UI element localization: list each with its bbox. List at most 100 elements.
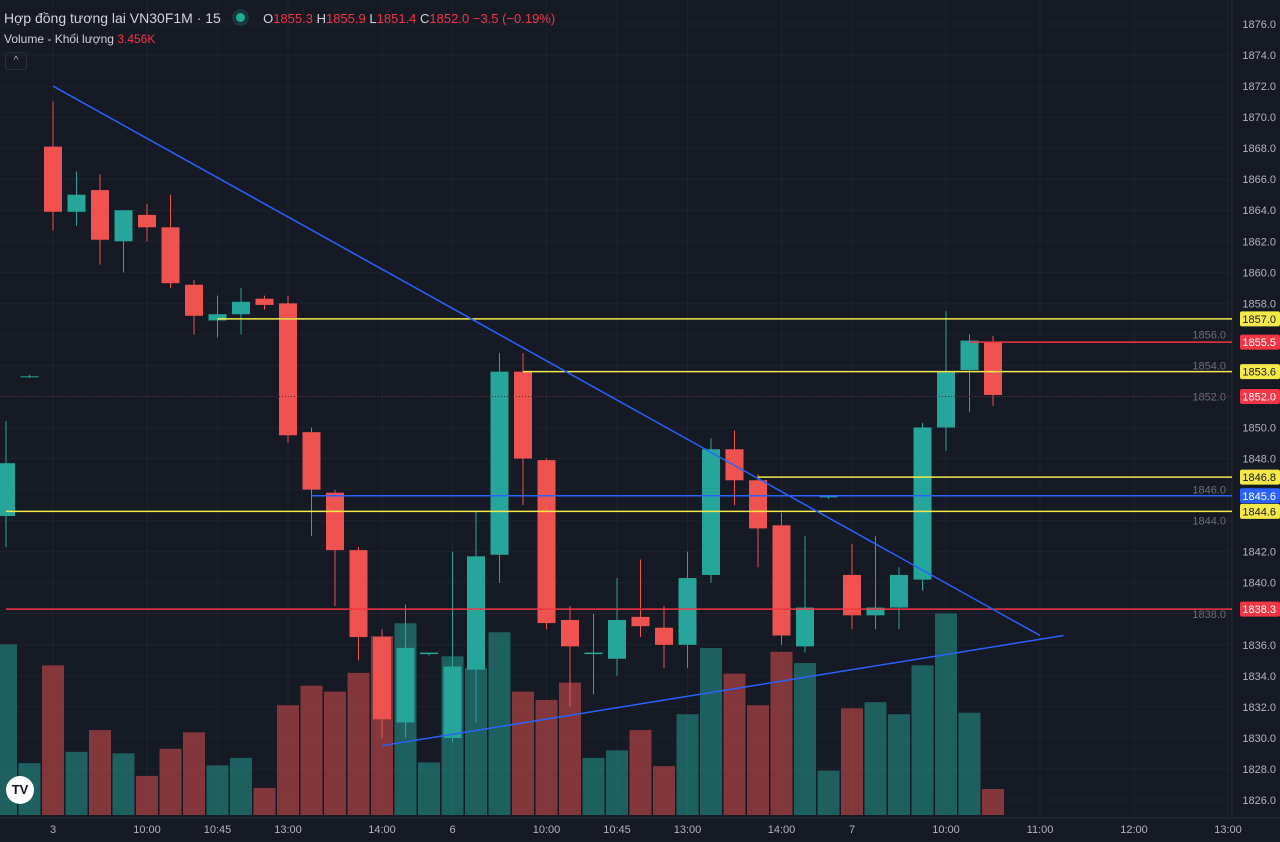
volume-bar	[512, 691, 534, 815]
candle	[91, 174, 109, 265]
candle	[467, 511, 485, 723]
price-tick-label: 1852.0	[1192, 391, 1226, 403]
time-tick-label: 14:00	[368, 824, 396, 836]
candle-body	[631, 616, 650, 627]
time-tick-label: 11:00	[1027, 824, 1054, 836]
candle	[138, 204, 156, 242]
candle	[890, 567, 908, 630]
candle-body	[0, 463, 15, 516]
candle	[490, 353, 509, 583]
candle	[843, 543, 861, 630]
candle	[302, 427, 321, 537]
candle	[161, 194, 180, 288]
volume-bar	[629, 730, 652, 815]
candle	[67, 171, 86, 226]
candle-body	[114, 210, 133, 242]
candle	[185, 280, 203, 335]
low-label: L	[369, 11, 377, 26]
price-tag	[1240, 311, 1280, 327]
candle-body	[843, 574, 861, 616]
price-tag-label: 1844.6	[1242, 506, 1276, 518]
volume-bar	[300, 685, 323, 815]
candle-body	[796, 607, 814, 647]
candle-body	[772, 525, 791, 636]
candle	[725, 430, 744, 506]
candle	[443, 551, 462, 743]
volume-bar	[230, 757, 252, 815]
candle-body	[138, 214, 156, 228]
candle-body	[232, 301, 250, 315]
candle-body	[208, 314, 227, 321]
volume-bar	[159, 748, 182, 815]
candle-body	[537, 460, 556, 624]
volume-bar	[206, 765, 229, 815]
candle	[44, 101, 62, 231]
price-tick-label: 1870.0	[1242, 112, 1276, 124]
candle	[937, 311, 955, 451]
volume-bar	[606, 750, 628, 815]
candle	[373, 629, 391, 738]
symbol-title[interactable]: Hợp đồng tương lai VN30F1M · 15	[4, 10, 221, 26]
price-tick-label: 1848.0	[1242, 454, 1276, 466]
candle-body	[702, 449, 720, 575]
volume-label[interactable]: Volume - Khối lượng	[4, 32, 114, 46]
candle-body	[937, 371, 955, 428]
candle-body	[608, 619, 626, 659]
volume-value: 3.456K	[117, 32, 156, 46]
time-tick-label: 7	[849, 824, 855, 836]
candle-body	[373, 637, 391, 720]
price-tick-label: 1854.0	[1192, 360, 1226, 372]
volume-bar	[982, 789, 1004, 815]
price-tick-label: 1830.0	[1242, 733, 1276, 745]
candle	[349, 547, 368, 661]
price-tag-label: 1853.6	[1242, 367, 1276, 379]
high-label: H	[316, 11, 326, 26]
price-tag	[1240, 488, 1280, 504]
time-tick-label: 12:00	[1120, 824, 1148, 836]
chevron-up-icon[interactable]: ^	[5, 52, 27, 70]
close-label: C	[420, 11, 430, 26]
price-tag-label: 1846.8	[1242, 472, 1276, 484]
candle-body	[561, 619, 579, 647]
price-tag-label: 1852.0	[1242, 391, 1276, 403]
price-tick-label: 1844.0	[1192, 516, 1226, 528]
volume-bar	[183, 732, 205, 815]
price-tick-label: 1828.0	[1242, 764, 1276, 776]
candle-body	[279, 303, 297, 436]
trendline	[52, 85, 1041, 637]
candle	[561, 606, 579, 707]
volume-bar	[700, 648, 722, 815]
price-tick-label: 1858.0	[1242, 298, 1276, 310]
time-tick-label: 13:00	[1214, 824, 1242, 836]
candle	[114, 210, 133, 273]
time-tick-label: 10:45	[603, 824, 631, 836]
volume-bar	[277, 705, 299, 815]
candle-body	[420, 652, 438, 655]
price-tick-label: 1840.0	[1242, 578, 1276, 590]
candle	[608, 578, 626, 676]
price-axis	[1232, 0, 1280, 842]
volume-bar	[817, 770, 840, 815]
candle	[749, 474, 767, 568]
volume-bar	[770, 651, 793, 815]
market-status-icon	[236, 13, 246, 22]
volume-bar	[112, 753, 135, 815]
time-tick-label: 10:45	[204, 824, 232, 836]
candle	[326, 489, 344, 606]
candle-body	[678, 578, 697, 645]
volume-bar	[0, 644, 17, 815]
price-tick-label: 1876.0	[1242, 19, 1276, 31]
price-tick-label: 1864.0	[1242, 205, 1276, 217]
volume-bar	[958, 712, 981, 815]
candle-body	[467, 556, 485, 670]
volume-bar	[65, 751, 88, 815]
price-tick-label: 1836.0	[1242, 640, 1276, 652]
candle-body	[819, 495, 838, 498]
candle	[960, 334, 979, 412]
time-tick-label: 3	[50, 824, 56, 836]
candle	[655, 606, 673, 669]
tradingview-logo[interactable]: TV	[6, 776, 34, 804]
candle	[208, 295, 227, 338]
candle	[702, 438, 720, 583]
